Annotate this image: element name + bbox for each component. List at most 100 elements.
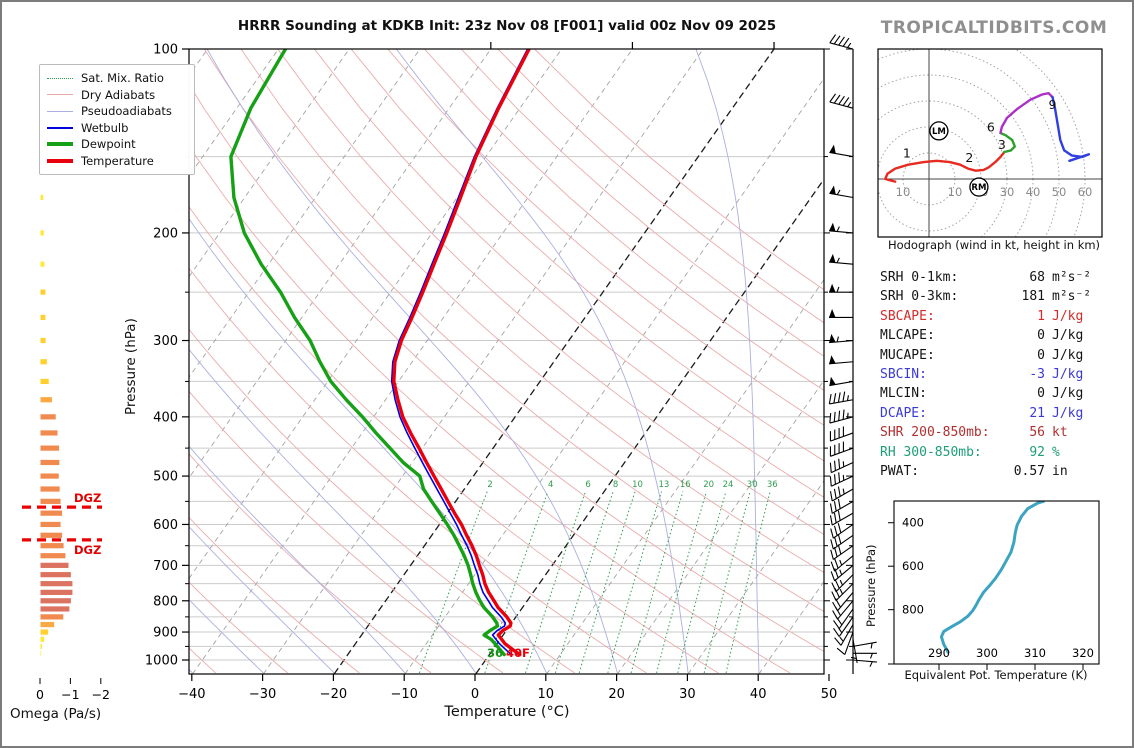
isotherm <box>404 77 824 674</box>
dry-adiabat <box>189 83 824 653</box>
stat-unit: in <box>1052 463 1068 479</box>
isotherm <box>546 278 824 674</box>
temperature-tick-label: 10 <box>538 687 555 702</box>
legend-line-sample <box>47 158 73 163</box>
theta-e-pressure-tick-label: 800 <box>902 603 924 617</box>
hodograph-body: 1010203040506012369LMRM <box>878 49 1102 237</box>
storm-motion-label: RM <box>971 183 986 193</box>
theta-e-temp-tick-label: 290 <box>928 646 950 660</box>
stat-row: MLCAPE: 0 J/kg <box>880 326 1112 345</box>
dry-adiabat <box>203 49 824 613</box>
dry-adiabat <box>189 206 719 674</box>
stat-unit: J/kg <box>1052 347 1084 363</box>
stat-label: RH 300-850mb: <box>880 444 982 460</box>
stat-row: RH 300-850mb: 92% <box>880 443 1112 462</box>
mixing-ratio-label: 13 <box>658 480 669 490</box>
stat-value: 21 <box>1029 405 1045 421</box>
skewt-frame <box>188 48 825 675</box>
omega-bar <box>40 430 58 436</box>
stat-label: SRH 0-3km: <box>880 289 959 305</box>
hodograph-trace-segment <box>999 92 1054 135</box>
hodograph-trace-segment <box>1051 95 1091 162</box>
theta-e-x-axis-label: Equivalent Pot. Temperature (K) <box>904 668 1088 682</box>
omega-bar <box>40 543 64 549</box>
skewt-legend: Sat. Mix. Ratio Dry Adiabats Pseudoadiabat… <box>39 64 195 175</box>
storm-motion-marker <box>969 177 989 197</box>
wind-barb <box>829 309 853 318</box>
wind-barb <box>829 253 854 265</box>
legend-label: Pseudoadiabats <box>81 104 172 119</box>
wind-barb <box>829 34 854 50</box>
storm-motion-marker <box>929 121 949 141</box>
hodograph-ring-label: 10 <box>896 185 911 199</box>
pressure-tick-label: 900 <box>153 626 178 641</box>
wind-barb <box>830 564 854 582</box>
temperature-tick-label: −20 <box>320 687 347 702</box>
hodograph-height-label: 1 <box>903 145 911 160</box>
legend-item: Pseudoadiabats <box>47 103 187 120</box>
omega-bar <box>40 598 71 604</box>
hodograph-height-label: 3 <box>998 137 1006 152</box>
mixing-ratio-line <box>484 491 549 674</box>
omega-bar <box>40 614 64 620</box>
wind-barb <box>829 486 854 502</box>
stat-row: SRH 0-1km: 68 m²s⁻² <box>880 268 1112 287</box>
isotherm-highlight <box>333 49 775 674</box>
omega-bar <box>40 359 47 365</box>
wind-barb <box>831 583 854 602</box>
omega-bar <box>40 521 61 528</box>
wind-barb <box>829 283 853 293</box>
pressure-tick-label: 200 <box>153 226 178 241</box>
wind-barb <box>829 409 854 424</box>
omega-bar <box>40 230 44 236</box>
wind-barb <box>830 555 854 572</box>
legend-item: Sat. Mix. Ratio <box>47 70 187 87</box>
omega-tick-label: −1 <box>61 687 79 702</box>
stat-unit: J/kg <box>1052 366 1084 382</box>
dgz-label-lower: DGZ <box>74 543 102 557</box>
wind-barb <box>829 355 854 365</box>
wind-barb <box>830 533 854 550</box>
stat-label: SRH 0-1km: <box>880 270 959 285</box>
mixing-ratio-line <box>525 491 586 674</box>
omega-bar <box>40 486 60 492</box>
omega-bar <box>40 314 46 321</box>
stat-label: SHR 200-850mb: <box>880 425 990 441</box>
wind-barb <box>828 391 854 405</box>
wind-barb <box>853 652 877 659</box>
stat-value: 0.57 <box>1013 463 1045 479</box>
stat-row: MLCIN: 0 J/kg <box>880 384 1112 403</box>
stat-unit: % <box>1052 444 1060 460</box>
stats-panel: SRH 0-1km: 68 m²s⁻² SRH 0-3km: 181 m²s⁻² SBCAP… <box>880 268 1112 481</box>
dry-adiabat <box>387 49 824 426</box>
hodograph-trace-segment <box>884 150 1006 183</box>
wind-barb <box>829 333 854 344</box>
stat-value: 0 <box>1037 386 1045 402</box>
wind-barb <box>850 639 858 664</box>
legend-label: Wetbulb <box>81 120 129 135</box>
hodograph-ring-label: 60 <box>1078 185 1093 199</box>
omega-bar <box>40 337 46 344</box>
stat-value: 0 <box>1037 328 1045 344</box>
stat-unit: J/kg <box>1052 386 1084 402</box>
wetbulb-curve <box>390 49 529 656</box>
dry-adiabat <box>314 49 824 498</box>
wind-barb <box>829 93 854 109</box>
dry-adiabat <box>350 49 824 462</box>
stat-value: 1 <box>1037 308 1045 324</box>
mixing-ratio-line <box>725 491 771 674</box>
wind-barb <box>829 426 854 442</box>
legend-item: Wetbulb <box>47 120 187 137</box>
isotherm <box>189 49 421 379</box>
wind-barb <box>833 608 854 629</box>
stat-row: SBCAPE: 1 J/kg <box>880 307 1112 326</box>
isotherm <box>192 49 633 674</box>
omega-bar <box>40 650 42 656</box>
hodograph-ring-label: 30 <box>1000 185 1015 199</box>
stat-unit: J/kg <box>1052 405 1084 421</box>
legend-line-sample <box>47 126 73 129</box>
legend-item: Temperature <box>47 153 187 170</box>
mixing-ratio-line <box>677 491 727 674</box>
omega-bar <box>40 473 59 479</box>
